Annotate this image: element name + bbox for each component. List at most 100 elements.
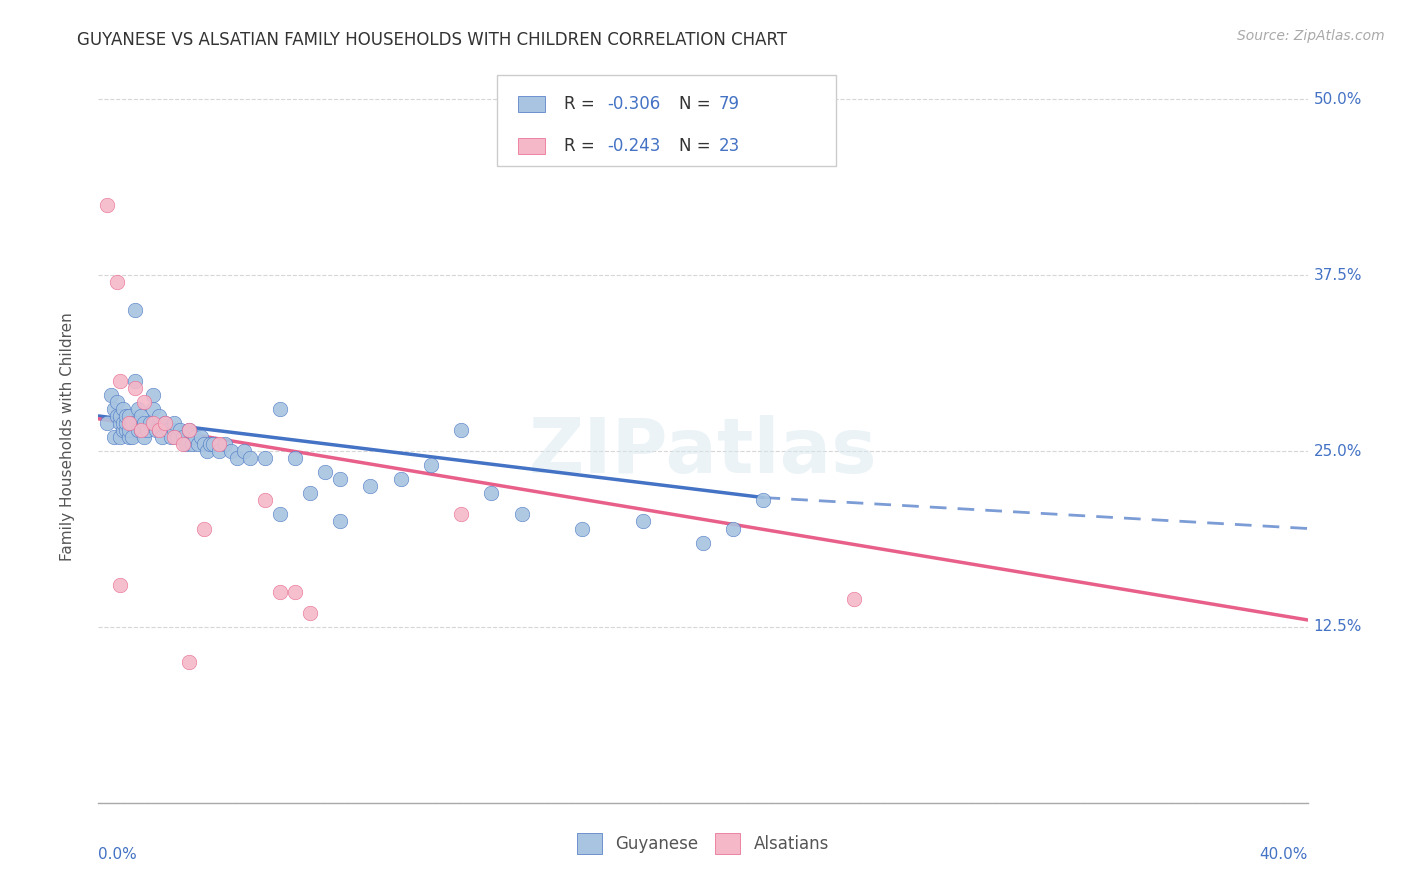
Point xyxy=(631,515,654,529)
Point xyxy=(124,303,146,318)
Point xyxy=(108,416,131,430)
Text: 0.0%: 0.0% xyxy=(98,847,138,862)
Point xyxy=(299,486,322,500)
Point xyxy=(190,430,212,444)
Point xyxy=(284,584,307,599)
Point xyxy=(179,655,201,669)
Point xyxy=(450,508,472,522)
Text: R =: R = xyxy=(564,137,600,155)
Point xyxy=(174,437,197,451)
Point xyxy=(571,521,593,535)
Point xyxy=(193,437,215,451)
Text: N =: N = xyxy=(679,95,716,113)
Text: N =: N = xyxy=(679,137,716,155)
Point xyxy=(96,416,118,430)
Point xyxy=(844,591,866,606)
FancyBboxPatch shape xyxy=(517,95,544,112)
Point xyxy=(139,416,162,430)
Point xyxy=(214,437,236,451)
Point xyxy=(100,388,122,402)
Point xyxy=(239,451,262,466)
Point xyxy=(103,430,125,444)
Text: ZIPatlas: ZIPatlas xyxy=(529,415,877,489)
Point xyxy=(129,423,152,437)
Point xyxy=(160,430,183,444)
Point xyxy=(96,198,118,212)
Point xyxy=(114,409,136,423)
Point xyxy=(105,276,128,290)
Point xyxy=(142,416,165,430)
Point xyxy=(132,395,155,409)
Point xyxy=(166,430,188,444)
Text: -0.243: -0.243 xyxy=(607,137,661,155)
Point xyxy=(135,423,157,437)
Point xyxy=(148,409,170,423)
Point xyxy=(163,430,186,444)
Point xyxy=(129,409,152,423)
Point xyxy=(132,430,155,444)
Point xyxy=(121,416,143,430)
Text: -0.306: -0.306 xyxy=(607,95,661,113)
Text: 25.0%: 25.0% xyxy=(1313,443,1362,458)
Point xyxy=(226,451,249,466)
Point xyxy=(111,401,134,416)
Point xyxy=(118,423,141,437)
Point xyxy=(481,486,503,500)
Point xyxy=(142,388,165,402)
Point xyxy=(163,423,186,437)
Point xyxy=(105,395,128,409)
Point xyxy=(202,437,225,451)
Text: 40.0%: 40.0% xyxy=(1260,847,1308,862)
Point xyxy=(156,423,179,437)
Point xyxy=(145,423,167,437)
Text: R =: R = xyxy=(564,95,600,113)
Point xyxy=(153,416,176,430)
Point xyxy=(184,430,207,444)
Text: 50.0%: 50.0% xyxy=(1313,92,1362,107)
Point xyxy=(121,430,143,444)
Point xyxy=(221,444,243,458)
Point xyxy=(269,401,291,416)
Point xyxy=(172,437,194,451)
Point xyxy=(723,521,745,535)
Point xyxy=(450,423,472,437)
Legend: Guyanese, Alsatians: Guyanese, Alsatians xyxy=(571,827,835,860)
Point xyxy=(148,423,170,437)
Point xyxy=(208,437,231,451)
Point xyxy=(187,437,209,451)
Point xyxy=(108,578,131,592)
Point xyxy=(148,423,170,437)
Point xyxy=(108,374,131,388)
Point xyxy=(124,374,146,388)
Point xyxy=(195,444,218,458)
Point xyxy=(232,444,254,458)
Point xyxy=(253,493,276,508)
Point xyxy=(314,465,336,479)
Point xyxy=(142,401,165,416)
Point xyxy=(108,409,131,423)
Text: 12.5%: 12.5% xyxy=(1313,619,1362,634)
Point xyxy=(111,416,134,430)
FancyBboxPatch shape xyxy=(517,138,544,154)
Text: Source: ZipAtlas.com: Source: ZipAtlas.com xyxy=(1237,29,1385,43)
Point xyxy=(420,458,443,473)
Point xyxy=(118,409,141,423)
Point xyxy=(127,423,149,437)
Point xyxy=(253,451,276,466)
Point xyxy=(692,535,714,549)
Point xyxy=(360,479,382,493)
Point xyxy=(181,437,204,451)
Point xyxy=(299,606,322,620)
Point xyxy=(172,430,194,444)
Point xyxy=(169,423,191,437)
FancyBboxPatch shape xyxy=(498,75,837,167)
Point xyxy=(269,584,291,599)
Point xyxy=(111,423,134,437)
Point xyxy=(179,423,201,437)
Point xyxy=(179,423,201,437)
Point xyxy=(208,444,231,458)
Point xyxy=(129,423,152,437)
Point xyxy=(389,472,412,486)
Text: 79: 79 xyxy=(718,95,740,113)
Point xyxy=(103,401,125,416)
